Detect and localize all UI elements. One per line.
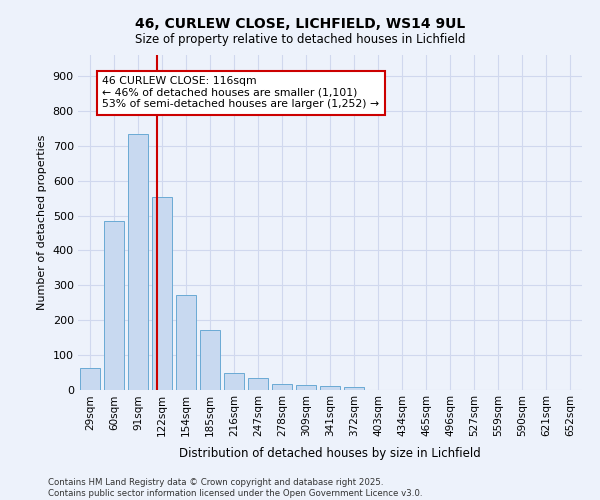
Text: Size of property relative to detached houses in Lichfield: Size of property relative to detached ho… <box>135 32 465 46</box>
Bar <box>152 197 172 390</box>
Bar <box>176 295 196 390</box>
Bar <box>104 222 124 390</box>
Bar <box>344 387 364 390</box>
Text: Contains HM Land Registry data © Crown copyright and database right 2025.
Contai: Contains HM Land Registry data © Crown c… <box>48 478 422 498</box>
Bar <box>320 386 340 390</box>
Text: 46, CURLEW CLOSE, LICHFIELD, WS14 9UL: 46, CURLEW CLOSE, LICHFIELD, WS14 9UL <box>135 18 465 32</box>
Bar <box>296 386 316 390</box>
Bar <box>248 378 268 390</box>
Y-axis label: Number of detached properties: Number of detached properties <box>37 135 47 310</box>
Bar <box>200 330 220 390</box>
Text: 46 CURLEW CLOSE: 116sqm
← 46% of detached houses are smaller (1,101)
53% of semi: 46 CURLEW CLOSE: 116sqm ← 46% of detache… <box>102 76 379 109</box>
X-axis label: Distribution of detached houses by size in Lichfield: Distribution of detached houses by size … <box>179 448 481 460</box>
Bar <box>272 384 292 390</box>
Bar <box>224 373 244 390</box>
Bar <box>80 368 100 390</box>
Bar <box>128 134 148 390</box>
